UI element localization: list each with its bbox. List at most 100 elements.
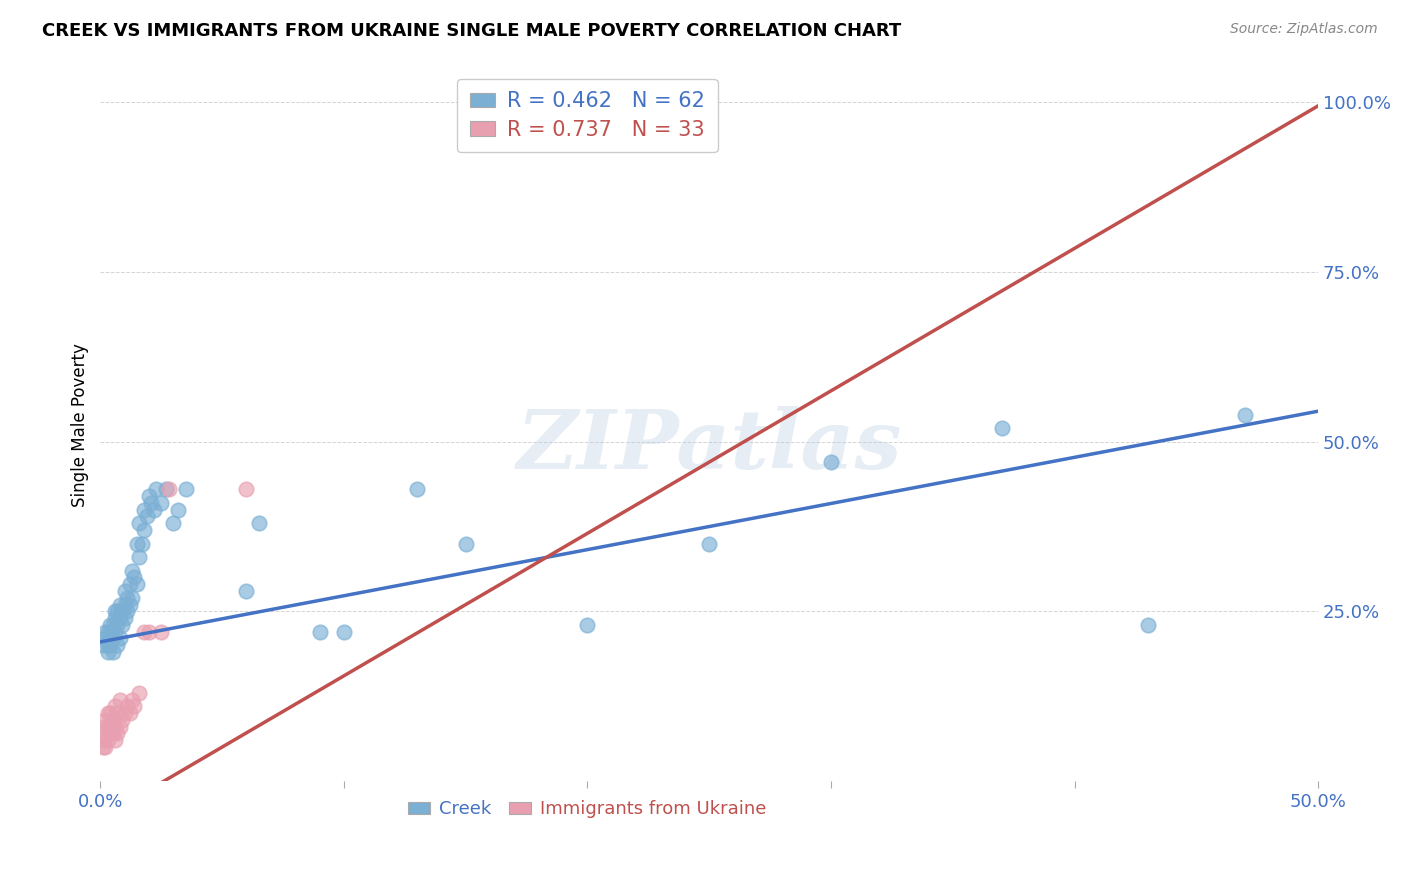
Point <box>105 618 128 632</box>
Point <box>125 577 148 591</box>
Point <box>111 618 134 632</box>
Point <box>101 713 124 727</box>
Point <box>91 720 114 734</box>
Point <box>1234 408 1257 422</box>
Point <box>98 720 121 734</box>
Point <box>135 509 157 524</box>
Point <box>124 699 146 714</box>
Point <box>97 706 120 720</box>
Point <box>121 692 143 706</box>
Point <box>141 496 163 510</box>
Point <box>333 624 356 639</box>
Point <box>114 598 136 612</box>
Point <box>142 502 165 516</box>
Point <box>104 611 127 625</box>
Point <box>91 733 114 747</box>
Point <box>155 482 177 496</box>
Point <box>108 720 131 734</box>
Point <box>97 638 120 652</box>
Point <box>105 726 128 740</box>
Point <box>111 604 134 618</box>
Point <box>167 502 190 516</box>
Point <box>98 618 121 632</box>
Point <box>121 591 143 605</box>
Point <box>104 624 127 639</box>
Point <box>104 733 127 747</box>
Point <box>98 632 121 646</box>
Point <box>118 577 141 591</box>
Point <box>990 421 1012 435</box>
Point <box>150 624 173 639</box>
Point <box>128 550 150 565</box>
Point <box>98 638 121 652</box>
Point <box>118 706 141 720</box>
Point <box>115 699 138 714</box>
Point <box>150 496 173 510</box>
Point <box>94 713 117 727</box>
Point <box>697 536 720 550</box>
Point <box>125 536 148 550</box>
Point <box>98 706 121 720</box>
Text: CREEK VS IMMIGRANTS FROM UKRAINE SINGLE MALE POVERTY CORRELATION CHART: CREEK VS IMMIGRANTS FROM UKRAINE SINGLE … <box>42 22 901 40</box>
Point <box>124 570 146 584</box>
Text: Source: ZipAtlas.com: Source: ZipAtlas.com <box>1230 22 1378 37</box>
Point <box>94 632 117 646</box>
Point <box>101 645 124 659</box>
Point <box>91 638 114 652</box>
Point <box>128 686 150 700</box>
Point <box>108 598 131 612</box>
Point <box>101 618 124 632</box>
Point <box>134 523 156 537</box>
Point <box>104 604 127 618</box>
Point <box>108 611 131 625</box>
Point <box>108 692 131 706</box>
Legend: Creek, Immigrants from Ukraine: Creek, Immigrants from Ukraine <box>401 793 773 825</box>
Point <box>576 618 599 632</box>
Point <box>91 740 114 755</box>
Text: ZIPatlas: ZIPatlas <box>516 406 903 486</box>
Point <box>128 516 150 530</box>
Point <box>145 482 167 496</box>
Y-axis label: Single Male Poverty: Single Male Poverty <box>72 343 89 507</box>
Point <box>235 482 257 496</box>
Point <box>138 489 160 503</box>
Point <box>174 482 197 496</box>
Point <box>235 584 257 599</box>
Point <box>94 740 117 755</box>
Point <box>114 584 136 599</box>
Point <box>134 624 156 639</box>
Point <box>104 699 127 714</box>
Point <box>134 502 156 516</box>
Point <box>97 720 120 734</box>
Point <box>308 624 330 639</box>
Point <box>97 645 120 659</box>
Point <box>101 632 124 646</box>
Point <box>115 604 138 618</box>
Point <box>121 564 143 578</box>
Point <box>101 726 124 740</box>
Point <box>131 536 153 550</box>
Point <box>108 632 131 646</box>
Point <box>104 720 127 734</box>
Point <box>114 706 136 720</box>
Point <box>97 733 120 747</box>
Point <box>454 536 477 550</box>
Point <box>105 604 128 618</box>
Point <box>94 726 117 740</box>
Point <box>105 638 128 652</box>
Point <box>111 713 134 727</box>
Point <box>97 624 120 639</box>
Point <box>94 624 117 639</box>
Point <box>162 516 184 530</box>
Point <box>118 598 141 612</box>
Point <box>247 516 270 530</box>
Point <box>406 482 429 496</box>
Point <box>115 591 138 605</box>
Point <box>98 726 121 740</box>
Point <box>820 455 842 469</box>
Point <box>105 706 128 720</box>
Point <box>138 624 160 639</box>
Point <box>114 611 136 625</box>
Point <box>1136 618 1159 632</box>
Point <box>157 482 180 496</box>
